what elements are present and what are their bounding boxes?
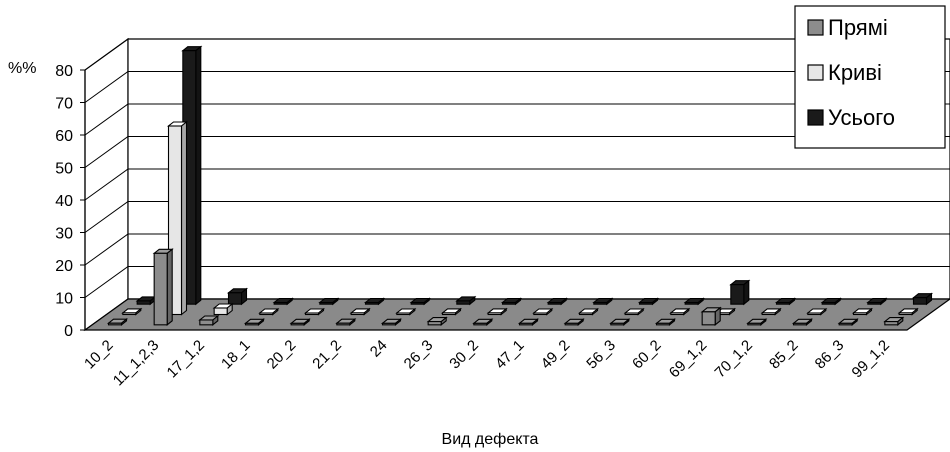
y-tick-label: 10 xyxy=(55,291,73,308)
bar xyxy=(851,307,874,316)
bar xyxy=(774,297,797,306)
bar xyxy=(472,318,494,326)
x-tick-label: 10_2 xyxy=(81,337,117,373)
y-tick-label: 70 xyxy=(55,96,73,113)
x-tick-label: 18_1 xyxy=(218,337,254,373)
bar xyxy=(303,307,326,316)
bar xyxy=(500,297,523,306)
x-tick-label: 30_2 xyxy=(446,337,482,373)
x-axis-label: Вид дефекта xyxy=(442,431,539,448)
y-axis-label: %% xyxy=(8,60,36,77)
bar xyxy=(837,318,859,326)
x-tick-label: 99_1,2 xyxy=(849,337,893,381)
bar xyxy=(760,307,782,316)
bar xyxy=(409,297,431,306)
x-tick-label: 11_1,2,3 xyxy=(110,337,163,390)
bar xyxy=(226,287,249,306)
x-tick-label: 56_3 xyxy=(583,337,619,373)
x-tick-label: 69_1,2 xyxy=(666,337,710,381)
x-tick-label: 20_2 xyxy=(264,337,300,373)
bar xyxy=(729,279,751,306)
x-tick-label: 21_2 xyxy=(309,337,345,373)
bar xyxy=(897,307,919,316)
bar xyxy=(212,302,234,316)
bar xyxy=(426,316,448,326)
bar xyxy=(440,307,463,316)
y-tick-label: 60 xyxy=(55,128,73,145)
bar xyxy=(563,318,585,326)
bar xyxy=(806,307,828,316)
gridline xyxy=(84,103,950,136)
gridline xyxy=(84,71,950,103)
bar xyxy=(258,307,280,316)
gridline xyxy=(84,38,950,71)
bar xyxy=(700,306,722,326)
x-tick-label: 47_1 xyxy=(492,337,528,373)
bar xyxy=(318,297,340,306)
legend-swatch xyxy=(807,64,824,81)
bar xyxy=(106,318,129,326)
bar xyxy=(592,297,614,306)
bar xyxy=(335,318,357,326)
legend-swatch xyxy=(807,109,824,126)
gridline xyxy=(84,266,950,298)
x-tick-label: 17_1,2 xyxy=(164,337,208,381)
gridline xyxy=(84,168,950,201)
bar xyxy=(532,307,554,316)
y-tick-labels: 0 10 20 30 40 50 60 70 80 xyxy=(55,63,86,340)
bar xyxy=(243,318,266,326)
x-tick-label: 49_2 xyxy=(538,337,574,373)
bar xyxy=(654,318,677,326)
bar xyxy=(395,307,417,316)
bar xyxy=(486,307,508,316)
bar xyxy=(198,314,220,326)
bar xyxy=(577,307,600,316)
y-tick-label: 40 xyxy=(55,193,73,210)
bar xyxy=(623,307,645,316)
gridline xyxy=(84,201,950,233)
bar xyxy=(455,295,477,306)
x-tick-label: 70_1,2 xyxy=(712,337,756,381)
y-tick-label: 20 xyxy=(55,258,73,275)
bar xyxy=(683,297,705,306)
bar xyxy=(363,297,386,306)
bar xyxy=(911,292,934,306)
bar xyxy=(820,297,842,306)
bar xyxy=(746,318,768,326)
legend-swatch xyxy=(807,19,824,36)
x-tick-label: 86_3 xyxy=(812,337,848,373)
bar xyxy=(152,248,174,326)
legend-label: Криві xyxy=(828,60,882,85)
bar xyxy=(121,307,143,316)
bar xyxy=(669,307,691,316)
legend-label: Усього xyxy=(828,105,895,130)
bar xyxy=(866,297,888,306)
gridline xyxy=(84,233,950,266)
y-tick-label: 0 xyxy=(64,323,73,340)
x-tick-label: 26_3 xyxy=(401,337,437,373)
bar xyxy=(546,297,568,306)
x-tick-label: 60_2 xyxy=(629,337,665,373)
legend: Прямі Криві Усього xyxy=(794,5,946,149)
y-tick-label: 30 xyxy=(55,226,73,243)
x-tick-labels: 10_211_1,2,3 17_1,2 18_1 20_2 21_2 24 26_3 30_2… xyxy=(81,337,893,390)
legend-label: Прямі xyxy=(828,15,888,40)
gridline xyxy=(84,136,950,168)
y-tick-label: 50 xyxy=(55,161,73,178)
x-tick-label: 85_2 xyxy=(766,337,802,373)
bar xyxy=(289,318,311,326)
bar xyxy=(517,318,540,326)
bars xyxy=(106,45,934,326)
bar xyxy=(637,297,660,306)
bar xyxy=(791,318,814,326)
bar xyxy=(609,318,631,326)
bar xyxy=(883,316,905,326)
bar xyxy=(272,297,294,306)
bar xyxy=(349,307,371,316)
gridlines xyxy=(84,38,950,298)
x-tick-label: 24 xyxy=(367,337,391,361)
bar xyxy=(380,318,403,326)
y-tick-label: 80 xyxy=(55,63,73,80)
